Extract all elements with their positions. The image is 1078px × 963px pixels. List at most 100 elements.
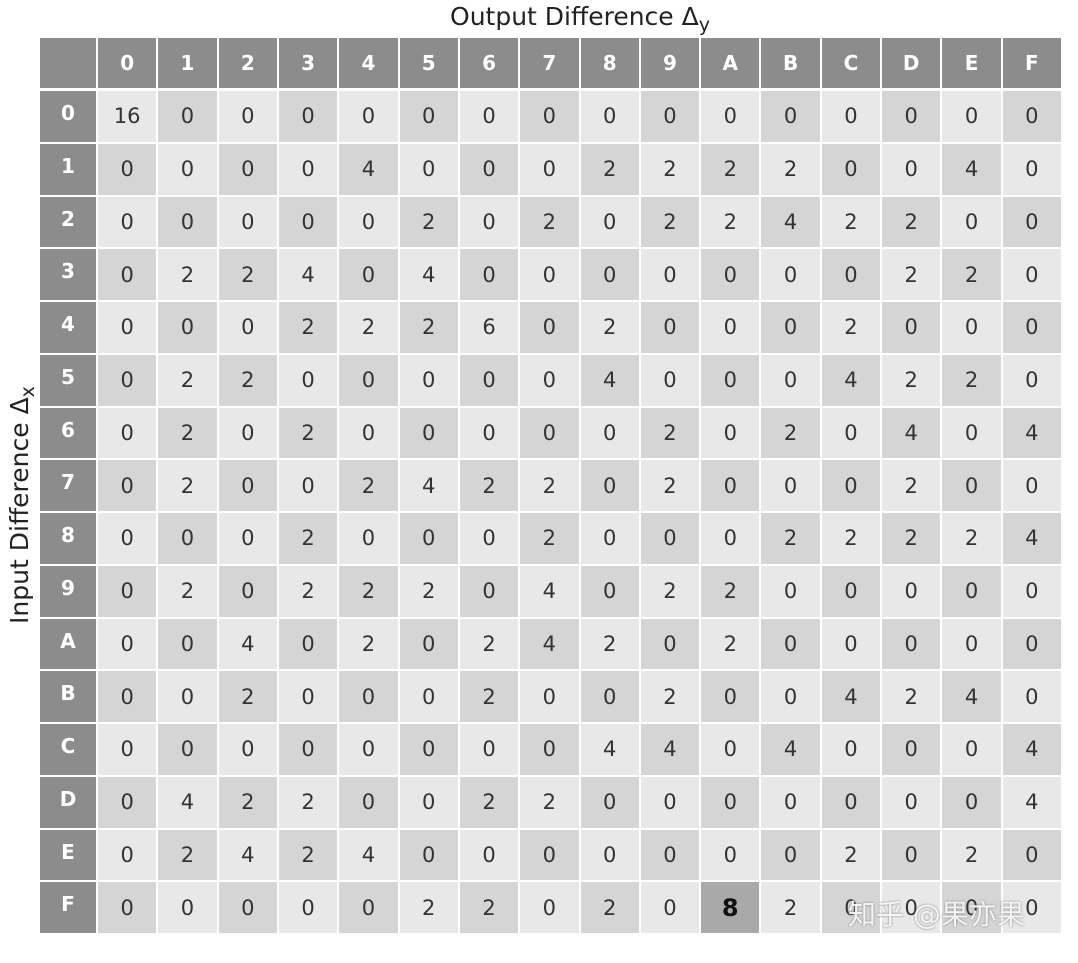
row-header: B — [40, 671, 96, 722]
table-cell: 4 — [1002, 776, 1061, 828]
table-cell: 0 — [278, 143, 338, 195]
table-cell: 0 — [1002, 143, 1061, 195]
table-cell: 0 — [158, 724, 217, 775]
table-cell: 2 — [278, 302, 338, 353]
table-cell: 2 — [520, 776, 579, 828]
column-header: 7 — [520, 38, 579, 88]
table-cell: 0 — [1002, 91, 1061, 142]
table-cell: 0 — [942, 724, 1001, 775]
table-cell: 2 — [640, 460, 700, 511]
table-cell: 4 — [399, 460, 458, 511]
table-cell: 0 — [640, 618, 700, 670]
table-cell: 2 — [158, 460, 217, 511]
table-cell: 0 — [278, 460, 338, 511]
table-cell: 0 — [158, 196, 217, 248]
table-cell: 0 — [98, 249, 157, 300]
column-header: A — [701, 38, 760, 88]
table-cell: 0 — [821, 882, 881, 933]
table-cell: 0 — [278, 91, 338, 142]
table-cell: 2 — [278, 513, 338, 564]
table-cell: 0 — [882, 143, 941, 195]
title-text: Output Difference Δ — [450, 2, 699, 31]
table-cell: 0 — [701, 460, 760, 511]
table-cell: 2 — [218, 354, 277, 406]
table-cell: 0 — [278, 354, 338, 406]
table-cell: 0 — [701, 776, 760, 828]
table-cell: 0 — [158, 882, 217, 933]
table-cell: 0 — [399, 91, 458, 142]
table-cell: 0 — [640, 91, 700, 142]
table-cell: 0 — [640, 354, 700, 406]
table-cell: 0 — [761, 354, 820, 406]
table-cell: 4 — [761, 196, 820, 248]
table-cell: 2 — [761, 513, 820, 564]
table-cell: 4 — [640, 724, 700, 775]
watermark: 知乎 @果亦果 — [848, 898, 1025, 931]
row-header: D — [40, 776, 96, 828]
table-cell: 2 — [520, 460, 579, 511]
table-cell: 0 — [158, 302, 217, 353]
title: Output Difference Δy — [0, 2, 1078, 36]
table-cell: 0 — [821, 776, 881, 828]
table-cell: 2 — [821, 829, 881, 881]
table-cell: 0 — [640, 829, 700, 881]
table-cell: 0 — [640, 882, 700, 933]
table-cell: 2 — [218, 671, 277, 722]
table-cell: 2 — [459, 671, 519, 722]
table-cell: 0 — [580, 407, 639, 459]
table-cell: 0 — [942, 91, 1001, 142]
table-cell: 2 — [339, 460, 398, 511]
table-cell: 0 — [399, 776, 458, 828]
table-cell: 0 — [459, 249, 519, 300]
table-cell: 0 — [580, 776, 639, 828]
table-cell: 2 — [580, 882, 639, 933]
table-cell: 0 — [942, 407, 1001, 459]
table-cell: 2 — [158, 565, 217, 617]
table-cell: 0 — [218, 302, 277, 353]
table-cell: 0 — [278, 618, 338, 670]
table-cell: 0 — [339, 354, 398, 406]
table-cell: 0 — [1002, 565, 1061, 617]
table-cell: 0 — [399, 671, 458, 722]
table-cell: 2 — [942, 354, 1001, 406]
table-cell: 2 — [158, 354, 217, 406]
table-cell: 0 — [339, 513, 398, 564]
table-cell: 16 — [98, 91, 157, 142]
table-cell: 2 — [218, 249, 277, 300]
table-cell: 0 — [821, 91, 881, 142]
table-cell: 0 — [701, 513, 760, 564]
table-cell: 0 — [821, 407, 881, 459]
table-cell: 0 — [218, 91, 277, 142]
table-cell: 2 — [942, 513, 1001, 564]
table-cell: 0 — [520, 249, 579, 300]
table-cell: 0 — [278, 882, 338, 933]
table-cell: 2 — [580, 302, 639, 353]
table-cell: 0 — [701, 724, 760, 775]
column-header: 2 — [218, 38, 277, 88]
table-cell: 0 — [580, 671, 639, 722]
table-cell: 0 — [761, 618, 820, 670]
table-cell: 0 — [640, 513, 700, 564]
table-cell: 2 — [520, 196, 579, 248]
table-cell: 0 — [520, 302, 579, 353]
table-cell: 0 — [1002, 302, 1061, 353]
table-cell: 2 — [701, 618, 760, 670]
table-cell: 0 — [399, 618, 458, 670]
row-header: 8 — [40, 513, 96, 564]
table-cell: 0 — [942, 882, 1001, 933]
table-cell: 2 — [640, 143, 700, 195]
row-header: 9 — [40, 565, 96, 617]
table-cell: 0 — [399, 143, 458, 195]
table-cell: 0 — [761, 776, 820, 828]
table-cell: 2 — [821, 196, 881, 248]
table-cell: 2 — [459, 618, 519, 670]
table-cell: 2 — [218, 776, 277, 828]
table-cell: 0 — [520, 882, 579, 933]
table-cell: 2 — [399, 302, 458, 353]
table-cell: 0 — [459, 829, 519, 881]
table-cell: 0 — [339, 91, 398, 142]
table-cell: 2 — [701, 565, 760, 617]
table-cell: 2 — [580, 143, 639, 195]
column-header: 8 — [580, 38, 639, 88]
table-cell: 2 — [339, 302, 398, 353]
